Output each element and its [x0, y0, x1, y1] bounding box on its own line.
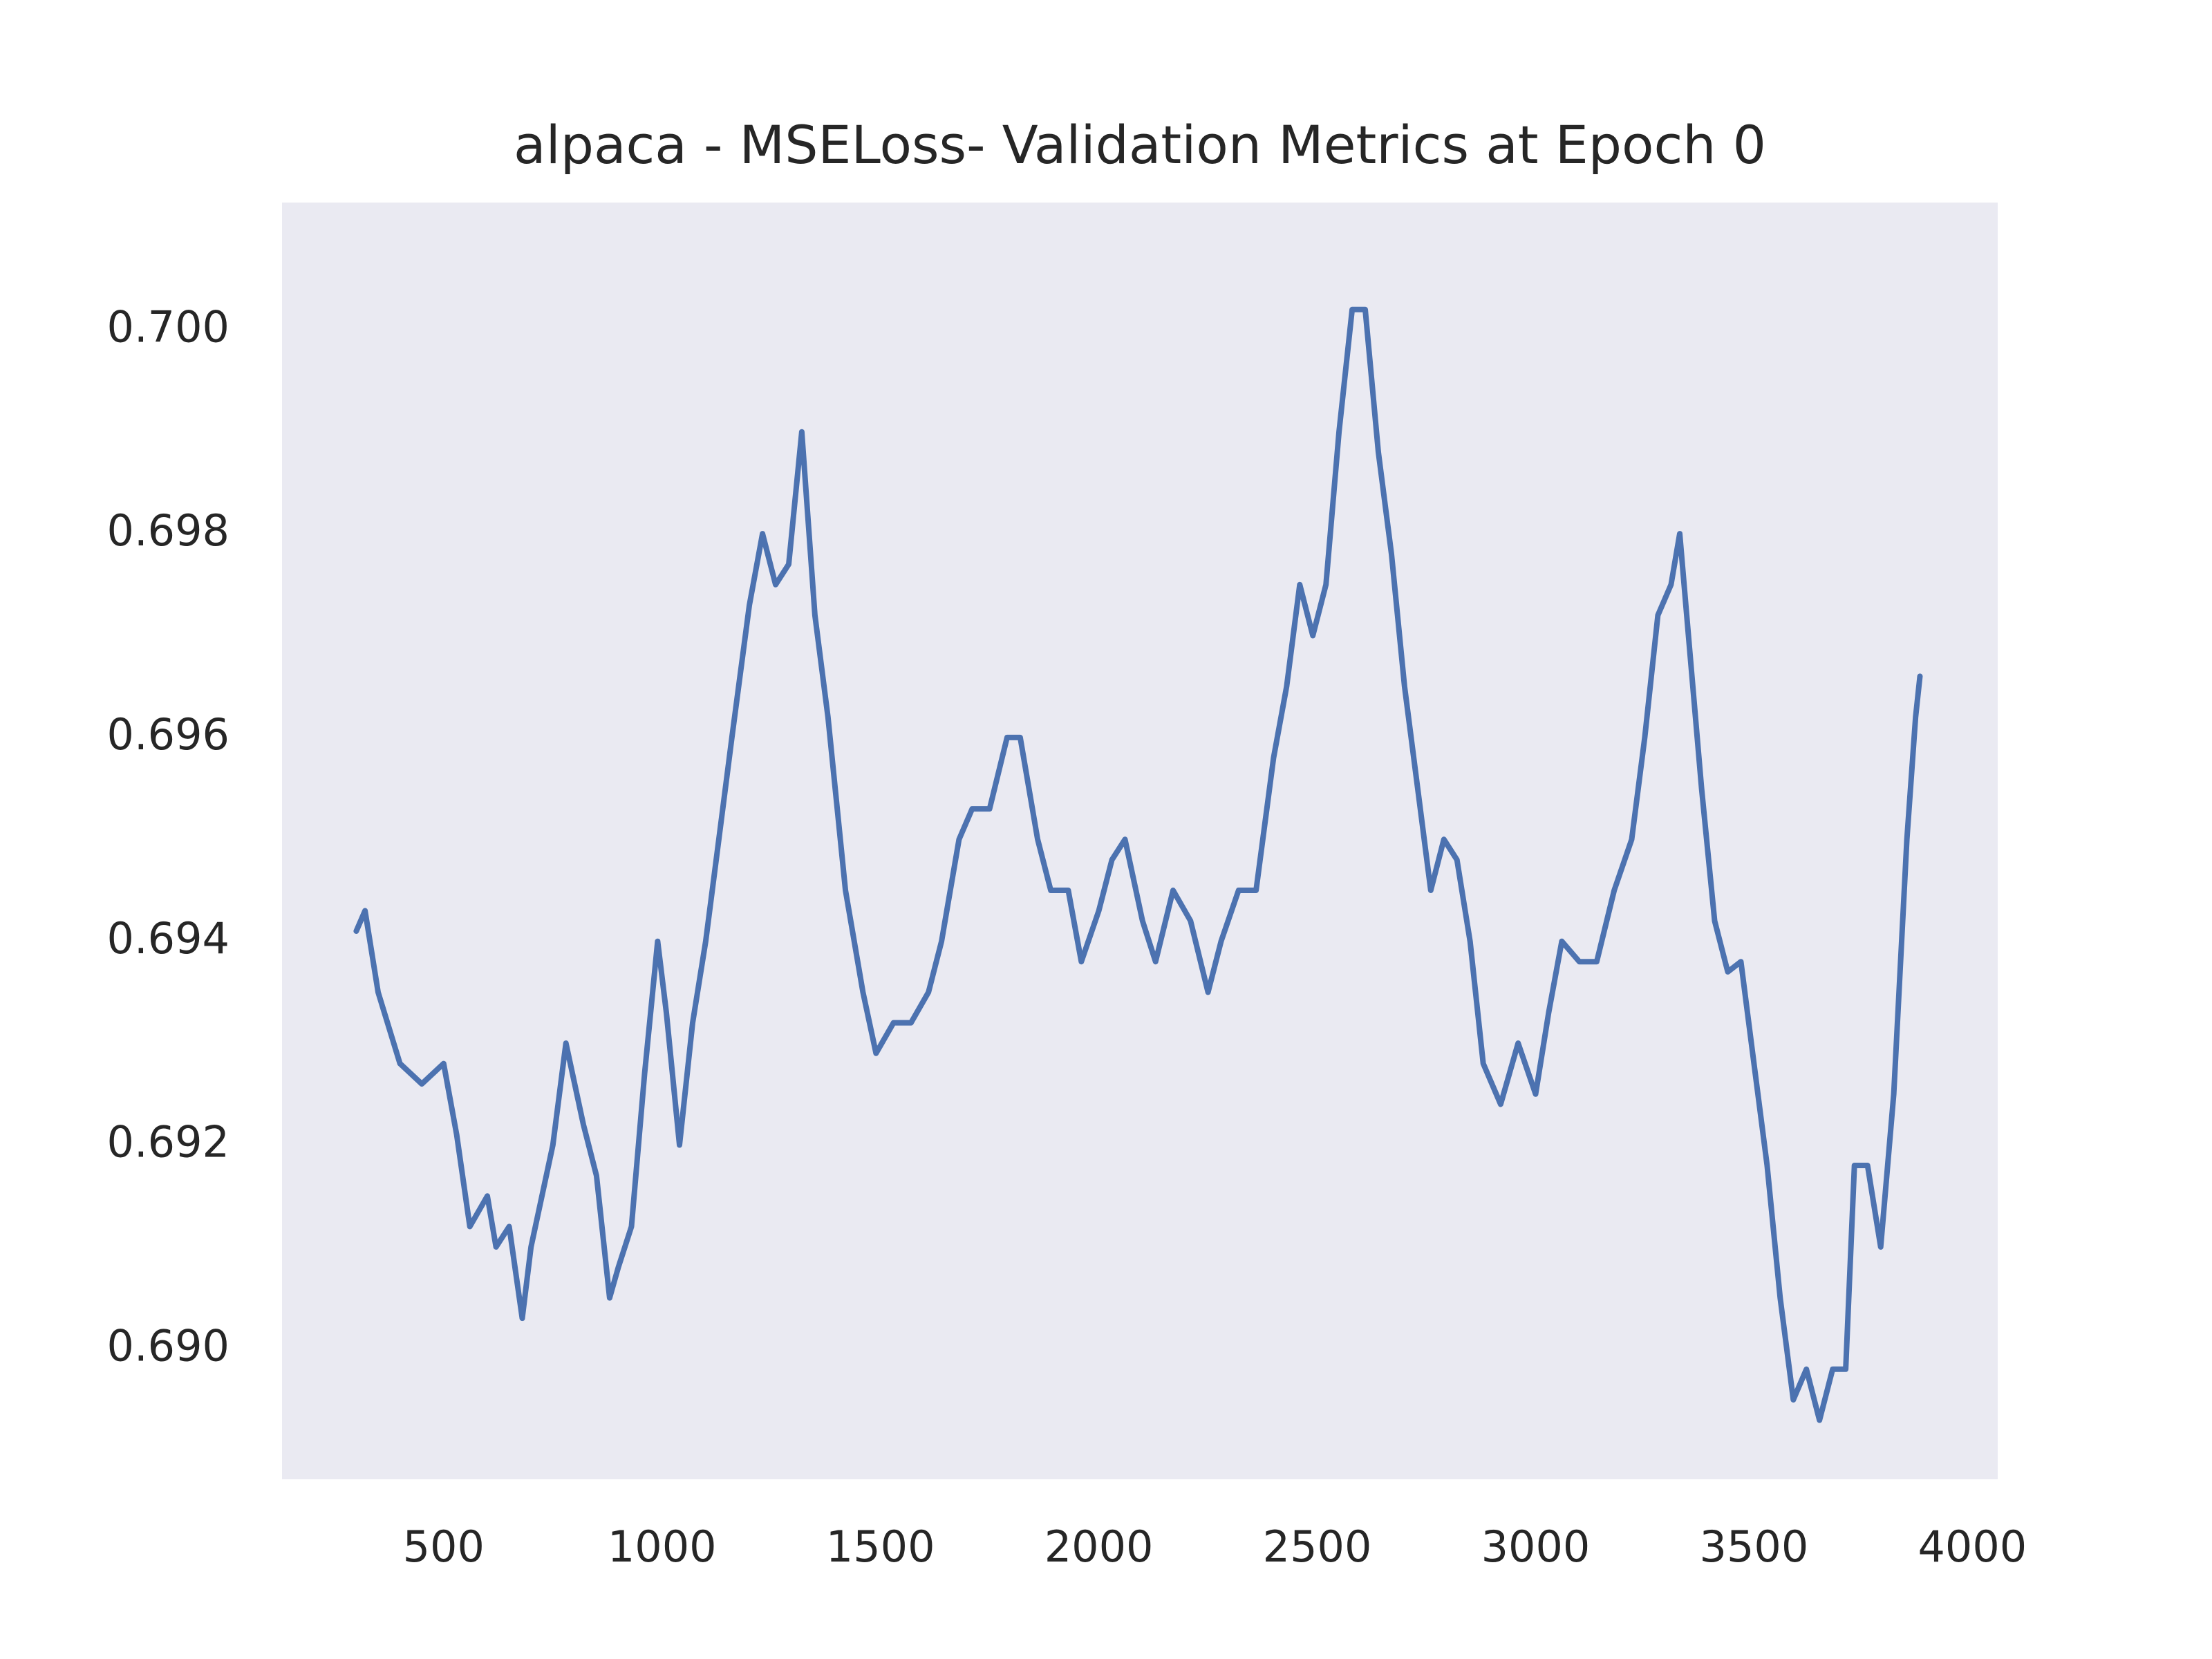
y-tick-label: 0.696 — [107, 709, 230, 760]
y-tick-label: 0.700 — [107, 301, 230, 352]
x-tick-label: 2500 — [1263, 1521, 1372, 1572]
x-tick-label: 500 — [403, 1521, 485, 1572]
y-tick-label: 0.692 — [107, 1117, 230, 1168]
x-tick-label: 3500 — [1700, 1521, 1809, 1572]
x-tick-label: 3000 — [1481, 1521, 1591, 1572]
y-tick-label: 0.698 — [107, 505, 230, 556]
line-series — [353, 306, 1923, 1423]
x-tick-label: 1500 — [826, 1521, 935, 1572]
plot-area — [282, 203, 1998, 1479]
chart-title: alpaca - MSELoss- Validation Metrics at … — [514, 114, 1766, 176]
x-tick-label: 2000 — [1044, 1521, 1154, 1572]
y-tick-label: 0.694 — [107, 913, 230, 964]
x-tick-label: 1000 — [608, 1521, 717, 1572]
x-tick-label: 4000 — [1918, 1521, 2027, 1572]
y-tick-label: 0.690 — [107, 1320, 230, 1371]
